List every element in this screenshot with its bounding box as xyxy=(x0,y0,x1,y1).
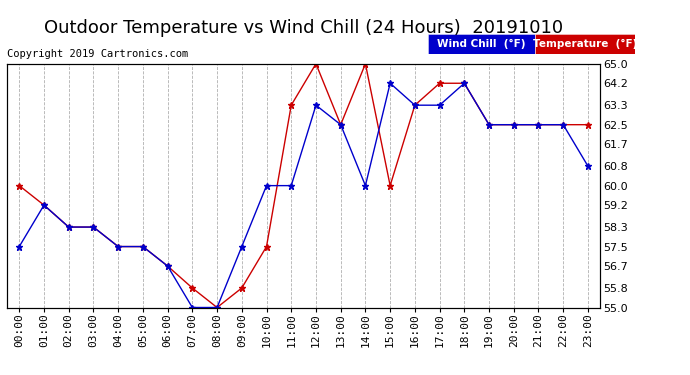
Text: Outdoor Temperature vs Wind Chill (24 Hours)  20191010: Outdoor Temperature vs Wind Chill (24 Ho… xyxy=(44,19,563,37)
Text: Wind Chill  (°F): Wind Chill (°F) xyxy=(437,39,526,49)
Text: Copyright 2019 Cartronics.com: Copyright 2019 Cartronics.com xyxy=(7,49,188,59)
Text: Temperature  (°F): Temperature (°F) xyxy=(533,39,637,49)
